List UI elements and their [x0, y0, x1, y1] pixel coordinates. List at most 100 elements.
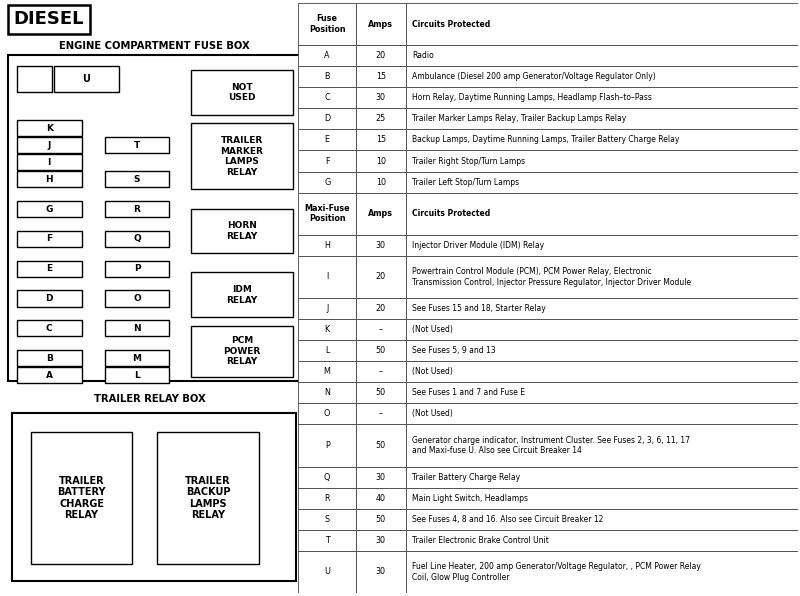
FancyBboxPatch shape [406, 424, 798, 467]
FancyBboxPatch shape [406, 45, 798, 66]
Text: TRAILER RELAY BOX: TRAILER RELAY BOX [94, 395, 206, 404]
Text: L: L [325, 346, 330, 355]
FancyBboxPatch shape [406, 129, 798, 150]
FancyBboxPatch shape [298, 467, 356, 488]
Text: PCM
POWER
RELAY: PCM POWER RELAY [223, 336, 261, 366]
FancyBboxPatch shape [157, 432, 258, 564]
Text: N: N [134, 324, 141, 333]
FancyBboxPatch shape [356, 3, 406, 45]
Text: D: D [46, 294, 53, 303]
Text: 50: 50 [376, 441, 386, 450]
FancyBboxPatch shape [406, 66, 798, 87]
FancyBboxPatch shape [105, 290, 170, 306]
FancyBboxPatch shape [298, 108, 356, 129]
Text: Circuits Protected: Circuits Protected [412, 209, 490, 218]
FancyBboxPatch shape [298, 319, 356, 340]
FancyBboxPatch shape [406, 172, 798, 193]
Text: T: T [325, 536, 330, 545]
Text: Main Light Switch, Headlamps: Main Light Switch, Headlamps [412, 493, 528, 502]
Text: IDM
RELAY: IDM RELAY [226, 285, 258, 305]
Text: 30: 30 [376, 473, 386, 482]
Text: J: J [47, 141, 51, 150]
FancyBboxPatch shape [298, 256, 356, 298]
Text: 30: 30 [376, 536, 386, 545]
FancyBboxPatch shape [356, 530, 406, 551]
Text: B: B [325, 72, 330, 81]
FancyBboxPatch shape [356, 340, 406, 361]
Text: M: M [133, 353, 142, 362]
FancyBboxPatch shape [356, 467, 406, 488]
FancyBboxPatch shape [356, 66, 406, 87]
Text: (Not Used): (Not Used) [412, 409, 453, 418]
Text: F: F [46, 234, 52, 243]
Text: (Not Used): (Not Used) [412, 325, 453, 334]
Text: See Fuses 15 and 18, Starter Relay: See Fuses 15 and 18, Starter Relay [412, 304, 546, 313]
Text: Amps: Amps [368, 20, 394, 29]
FancyBboxPatch shape [298, 235, 356, 256]
FancyBboxPatch shape [356, 509, 406, 530]
Text: H: H [324, 241, 330, 250]
Text: ENGINE COMPARTMENT FUSE BOX: ENGINE COMPARTMENT FUSE BOX [58, 41, 250, 51]
Text: A: A [325, 51, 330, 60]
Text: NOT
USED: NOT USED [228, 83, 255, 103]
Text: See Fuses 1 and 7 and Fuse E: See Fuses 1 and 7 and Fuse E [412, 389, 525, 398]
FancyBboxPatch shape [406, 3, 798, 45]
Text: 30: 30 [376, 567, 386, 576]
Text: G: G [46, 204, 53, 213]
Text: Maxi-Fuse
Position: Maxi-Fuse Position [304, 204, 350, 224]
FancyBboxPatch shape [406, 530, 798, 551]
FancyBboxPatch shape [105, 171, 170, 187]
Text: TRAILER
BATTERY
CHARGE
RELAY: TRAILER BATTERY CHARGE RELAY [58, 476, 106, 520]
FancyBboxPatch shape [406, 256, 798, 298]
FancyBboxPatch shape [356, 551, 406, 593]
Text: Radio: Radio [412, 51, 434, 60]
FancyBboxPatch shape [17, 290, 82, 306]
Text: 30: 30 [376, 94, 386, 103]
FancyBboxPatch shape [191, 272, 293, 317]
Text: 50: 50 [376, 389, 386, 398]
Text: Horn Relay, Daytime Running Lamps, Headlamp Flash–to–Pass: Horn Relay, Daytime Running Lamps, Headl… [412, 94, 652, 103]
Text: 30: 30 [376, 241, 386, 250]
FancyBboxPatch shape [356, 193, 406, 235]
Text: 15: 15 [376, 72, 386, 81]
Text: R: R [325, 493, 330, 502]
Text: S: S [325, 515, 330, 524]
Text: K: K [46, 123, 53, 133]
Text: Q: Q [133, 234, 141, 243]
FancyBboxPatch shape [356, 150, 406, 172]
FancyBboxPatch shape [191, 123, 293, 190]
Text: L: L [134, 371, 140, 380]
FancyBboxPatch shape [298, 382, 356, 403]
Text: Fuse
Position: Fuse Position [309, 14, 346, 34]
Text: B: B [46, 353, 53, 362]
FancyBboxPatch shape [298, 3, 356, 45]
Text: Powertrain Control Module (PCM), PCM Power Relay, Electronic
Transmission Contro: Powertrain Control Module (PCM), PCM Pow… [412, 267, 691, 287]
Text: 15: 15 [376, 135, 386, 144]
FancyBboxPatch shape [298, 488, 356, 509]
Text: H: H [46, 175, 53, 184]
FancyBboxPatch shape [406, 87, 798, 108]
FancyBboxPatch shape [298, 551, 356, 593]
Text: 20: 20 [376, 51, 386, 60]
FancyBboxPatch shape [406, 150, 798, 172]
Text: Ambulance (Diesel 200 amp Generator/Voltage Regulator Only): Ambulance (Diesel 200 amp Generator/Volt… [412, 72, 656, 81]
FancyBboxPatch shape [298, 298, 356, 319]
FancyBboxPatch shape [191, 325, 293, 377]
Text: TRAILER
BACKUP
LAMPS
RELAY: TRAILER BACKUP LAMPS RELAY [185, 476, 230, 520]
FancyBboxPatch shape [17, 367, 82, 383]
Text: 50: 50 [376, 346, 386, 355]
Text: C: C [324, 94, 330, 103]
Text: Backup Lamps, Daytime Running Lamps, Trailer Battery Charge Relay: Backup Lamps, Daytime Running Lamps, Tra… [412, 135, 679, 144]
Text: E: E [325, 135, 330, 144]
Text: Generator charge indicator, Instrument Cluster. See Fuses 2, 3, 6, 11, 17
and Ma: Generator charge indicator, Instrument C… [412, 436, 690, 455]
Text: –: – [379, 325, 383, 334]
FancyBboxPatch shape [191, 209, 293, 253]
FancyBboxPatch shape [17, 201, 82, 217]
Text: O: O [324, 409, 330, 418]
Text: –: – [379, 367, 383, 376]
Text: U: U [324, 567, 330, 576]
Text: F: F [325, 157, 330, 166]
FancyBboxPatch shape [298, 340, 356, 361]
FancyBboxPatch shape [17, 120, 82, 136]
FancyBboxPatch shape [406, 488, 798, 509]
